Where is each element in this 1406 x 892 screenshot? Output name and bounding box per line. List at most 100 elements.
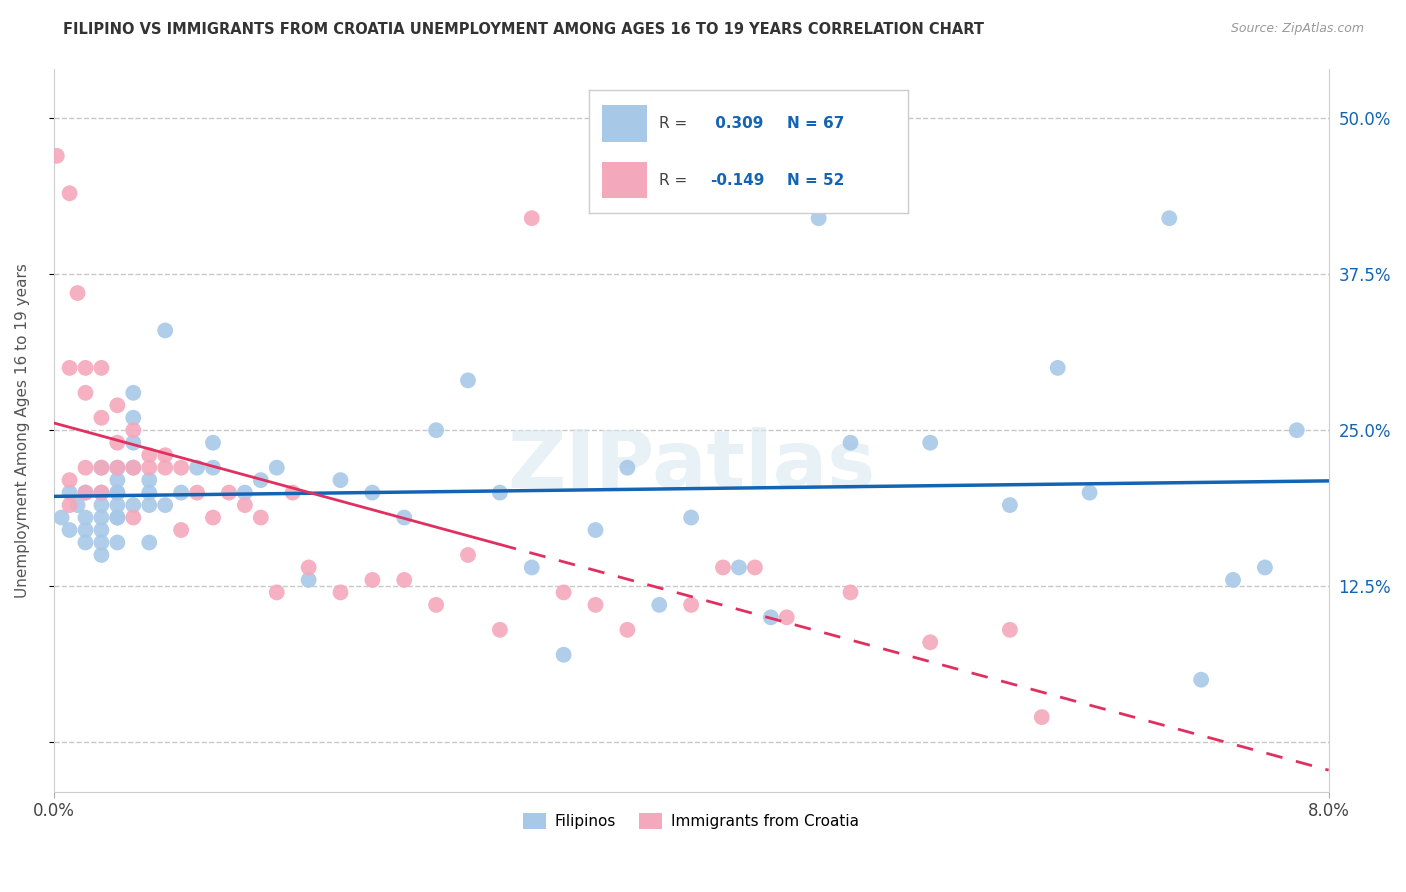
Point: [105, 460, 128, 475]
Point: [1222, 573, 1244, 587]
Point: [920, 635, 942, 649]
Point: [281, 485, 304, 500]
Point: [75, 510, 97, 524]
Point: [170, 460, 193, 475]
Point: [585, 523, 607, 537]
Point: [744, 560, 766, 574]
Point: [90, 460, 112, 475]
Point: [58, 186, 80, 201]
Point: [138, 448, 160, 462]
Point: [105, 485, 128, 500]
Point: [138, 498, 160, 512]
Point: [394, 573, 416, 587]
Point: [170, 485, 193, 500]
Point: [201, 435, 224, 450]
Point: [553, 585, 575, 599]
Point: [585, 598, 607, 612]
Point: [776, 610, 799, 624]
Point: [45, 149, 67, 163]
Point: [122, 410, 145, 425]
Point: [489, 623, 512, 637]
Point: [807, 211, 830, 226]
Point: [425, 598, 447, 612]
Text: Source: ZipAtlas.com: Source: ZipAtlas.com: [1230, 22, 1364, 36]
Point: [233, 485, 256, 500]
Point: [105, 398, 128, 412]
Point: [218, 485, 240, 500]
Point: [1046, 360, 1069, 375]
Point: [90, 410, 112, 425]
Point: [489, 485, 512, 500]
Point: [153, 323, 176, 337]
Point: [201, 460, 224, 475]
Point: [998, 623, 1021, 637]
Point: [138, 473, 160, 487]
Point: [425, 423, 447, 437]
Y-axis label: Unemployment Among Ages 16 to 19 years: Unemployment Among Ages 16 to 19 years: [15, 263, 30, 598]
Point: [122, 510, 145, 524]
Point: [329, 585, 352, 599]
Point: [759, 610, 782, 624]
Point: [329, 473, 352, 487]
Point: [90, 485, 112, 500]
Point: [170, 523, 193, 537]
Point: [186, 460, 208, 475]
Point: [648, 598, 671, 612]
Point: [839, 585, 862, 599]
Point: [105, 485, 128, 500]
Point: [122, 385, 145, 400]
Point: [90, 535, 112, 549]
Point: [66, 498, 89, 512]
Point: [1031, 710, 1053, 724]
Point: [90, 498, 112, 512]
Point: [122, 423, 145, 437]
Point: [75, 485, 97, 500]
Point: [920, 435, 942, 450]
Point: [75, 385, 97, 400]
Point: [266, 585, 288, 599]
Text: ZIPatlas: ZIPatlas: [508, 427, 876, 506]
Point: [728, 560, 751, 574]
Point: [361, 573, 384, 587]
Point: [66, 286, 89, 301]
Point: [75, 523, 97, 537]
Point: [105, 435, 128, 450]
Point: [90, 548, 112, 562]
Point: [1189, 673, 1212, 687]
Point: [105, 510, 128, 524]
Point: [90, 460, 112, 475]
Text: FILIPINO VS IMMIGRANTS FROM CROATIA UNEMPLOYMENT AMONG AGES 16 TO 19 YEARS CORRE: FILIPINO VS IMMIGRANTS FROM CROATIA UNEM…: [63, 22, 984, 37]
Point: [394, 510, 416, 524]
Point: [457, 548, 479, 562]
Point: [90, 510, 112, 524]
Point: [90, 523, 112, 537]
Point: [122, 460, 145, 475]
Point: [122, 435, 145, 450]
Point: [616, 460, 638, 475]
Point: [58, 473, 80, 487]
Point: [711, 560, 734, 574]
Point: [105, 498, 128, 512]
Point: [298, 560, 321, 574]
Point: [58, 498, 80, 512]
Point: [153, 460, 176, 475]
Point: [75, 460, 97, 475]
Point: [681, 510, 703, 524]
Point: [1254, 560, 1277, 574]
Point: [553, 648, 575, 662]
Point: [105, 535, 128, 549]
Point: [58, 360, 80, 375]
Point: [681, 598, 703, 612]
Point: [233, 498, 256, 512]
Point: [1078, 485, 1101, 500]
Point: [58, 523, 80, 537]
Point: [138, 460, 160, 475]
Point: [153, 498, 176, 512]
Point: [266, 460, 288, 475]
Point: [153, 448, 176, 462]
Point: [90, 485, 112, 500]
Point: [616, 623, 638, 637]
Point: [90, 360, 112, 375]
Point: [75, 360, 97, 375]
Point: [122, 460, 145, 475]
